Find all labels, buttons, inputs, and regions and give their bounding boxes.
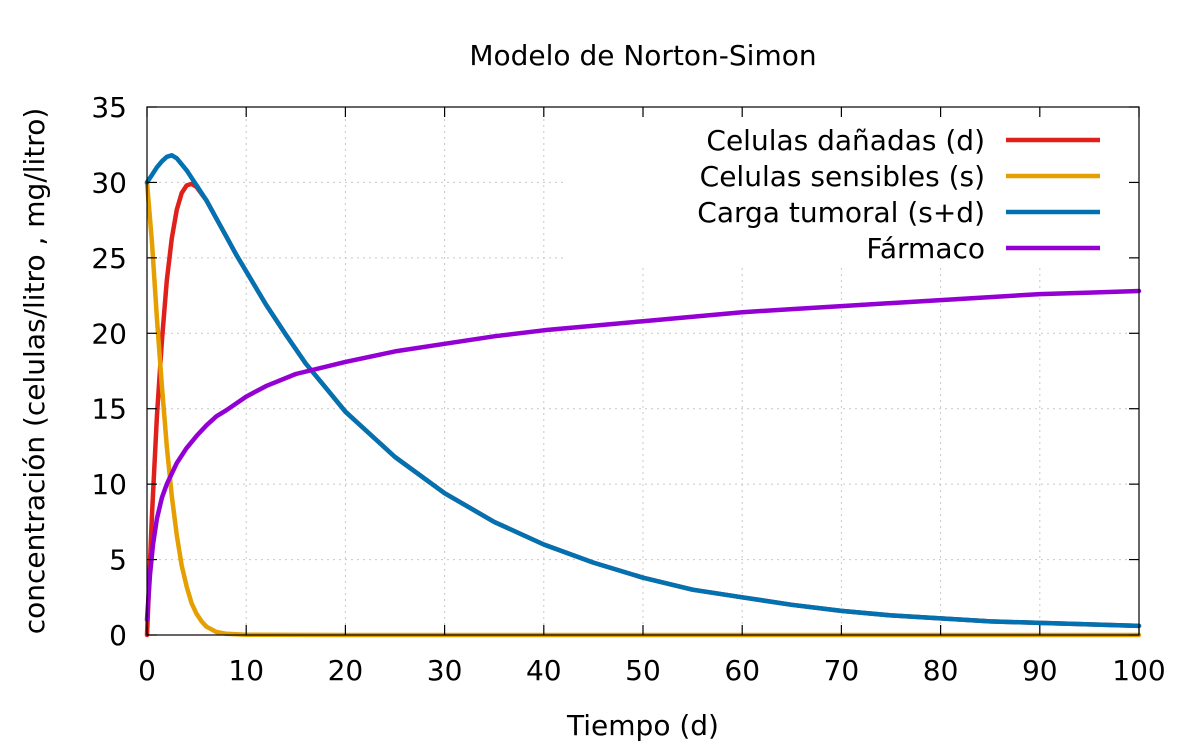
x-tick-label: 90 (1022, 654, 1058, 687)
legend-label-carga-tumoral-s-d: Carga tumoral (s+d) (697, 196, 985, 229)
axis-ticks: 0 10 20 30 40 50 60 70 80 90 100 0 5 10 15 20 25 30 35 (91, 91, 1165, 687)
grid (147, 107, 1139, 635)
y-tick-label: 5 (109, 544, 127, 577)
x-axis-label: Tiempo (d) (566, 709, 719, 742)
x-tick-label: 70 (824, 654, 860, 687)
series-line-farmaco (144, 288, 1142, 623)
y-tick-label: 30 (91, 166, 127, 199)
series-line-celulas-sensibles-s (144, 180, 1142, 638)
y-tick-label: 25 (91, 242, 127, 275)
y-tick-label: 10 (91, 468, 127, 501)
x-tick-label: 50 (625, 654, 661, 687)
x-tick-label: 0 (138, 654, 156, 687)
legend: Celulas dañadas (d)Celulas sensibles (s)… (697, 124, 1100, 265)
x-tick-label: 40 (526, 654, 562, 687)
y-axis-label: concentración (celulas/litro , mg/litro) (18, 108, 51, 635)
y-tick-label: 0 (109, 619, 127, 652)
x-tick-label: 60 (724, 654, 760, 687)
x-tick-label: 30 (427, 654, 463, 687)
legend-label-celulas-sensibles-s: Celulas sensibles (s) (700, 160, 985, 193)
y-tick-label: 35 (91, 91, 127, 124)
plot-area (144, 153, 1142, 638)
y-tick-label: 20 (91, 317, 127, 350)
x-tick-label: 10 (228, 654, 264, 687)
legend-label-farmaco: Fármaco (866, 232, 985, 265)
series-line-celulas-danadas-d (144, 181, 1142, 638)
series-line-carga-tumoral-s-d (144, 153, 1142, 629)
x-tick-label: 80 (923, 654, 959, 687)
legend-label-celulas-danadas-d: Celulas dañadas (d) (706, 124, 985, 157)
y-tick-label: 15 (91, 393, 127, 426)
x-tick-label: 20 (328, 654, 364, 687)
chart-title: Modelo de Norton-Simon (469, 39, 816, 72)
x-tick-label: 100 (1112, 654, 1165, 687)
